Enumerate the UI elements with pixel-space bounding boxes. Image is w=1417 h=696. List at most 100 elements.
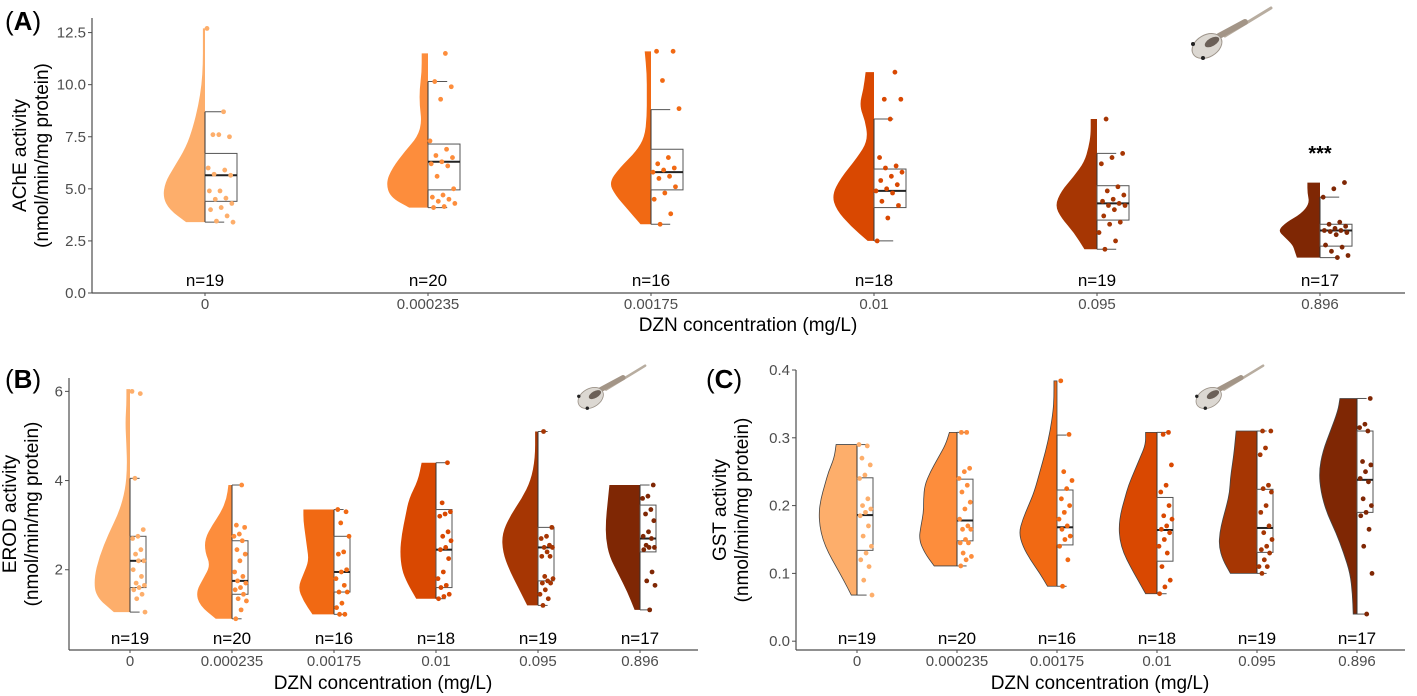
data-point bbox=[1100, 198, 1105, 204]
data-point bbox=[448, 509, 453, 515]
x-tick-label: 0.095 bbox=[1238, 653, 1276, 670]
data-point bbox=[542, 574, 548, 579]
data-point bbox=[1104, 188, 1110, 194]
data-point bbox=[671, 165, 677, 171]
tadpole-icon bbox=[1191, 6, 1273, 60]
data-point bbox=[968, 526, 974, 532]
data-point bbox=[1261, 557, 1267, 563]
data-point bbox=[446, 196, 452, 202]
data-point bbox=[438, 96, 444, 102]
y-tick-label: 6 bbox=[55, 383, 63, 400]
data-point bbox=[1321, 228, 1327, 233]
data-point bbox=[869, 592, 875, 598]
data-point bbox=[445, 163, 451, 169]
data-point bbox=[1167, 577, 1173, 583]
n-label: n=20 bbox=[409, 271, 447, 290]
data-point bbox=[1066, 432, 1072, 437]
data-point bbox=[429, 194, 435, 200]
data-point bbox=[141, 558, 147, 564]
data-point bbox=[138, 547, 144, 553]
data-point bbox=[334, 605, 339, 611]
data-point bbox=[1166, 429, 1171, 435]
tadpole-icon bbox=[577, 364, 647, 410]
data-point bbox=[864, 443, 870, 449]
data-point bbox=[243, 580, 249, 586]
data-point bbox=[442, 511, 448, 517]
tadpole-tail-base bbox=[598, 375, 626, 393]
y-tick-label: 0.4 bbox=[769, 362, 790, 379]
data-point bbox=[539, 580, 545, 586]
data-point bbox=[861, 577, 867, 583]
tadpole-eye bbox=[1195, 394, 1199, 398]
data-point bbox=[545, 596, 551, 602]
data-point bbox=[960, 550, 966, 556]
tadpole-eye bbox=[1203, 406, 1207, 410]
data-point bbox=[1069, 478, 1075, 483]
data-point bbox=[537, 591, 543, 597]
violin-half bbox=[1019, 380, 1058, 587]
y-tick-label: 0.0 bbox=[769, 633, 790, 650]
data-point bbox=[874, 238, 880, 244]
data-point bbox=[877, 155, 882, 160]
data-point bbox=[1167, 530, 1173, 536]
data-point bbox=[866, 523, 871, 529]
data-point bbox=[433, 153, 439, 158]
y-tick-label: 2.5 bbox=[65, 233, 86, 250]
data-point bbox=[217, 188, 223, 194]
data-point bbox=[435, 198, 441, 204]
y-tick-label: 0.0 bbox=[65, 285, 86, 302]
group-0.000235: n=20 0.000235 bbox=[919, 429, 988, 670]
data-point bbox=[898, 96, 904, 102]
data-point bbox=[142, 609, 148, 615]
data-point bbox=[1116, 201, 1122, 206]
data-point bbox=[1260, 486, 1266, 492]
data-point bbox=[1169, 462, 1174, 468]
data-point bbox=[444, 146, 449, 152]
data-point bbox=[435, 576, 441, 582]
data-point bbox=[879, 198, 885, 204]
violin-half bbox=[1056, 119, 1097, 250]
data-point bbox=[335, 507, 341, 512]
box-iqr bbox=[204, 152, 238, 202]
y-tick-label: 0.3 bbox=[769, 430, 790, 447]
data-point bbox=[857, 476, 862, 481]
n-label: n=16 bbox=[1038, 629, 1076, 648]
data-point bbox=[218, 205, 224, 210]
data-point bbox=[665, 155, 671, 160]
y-tick-label: 0.2 bbox=[769, 498, 790, 515]
data-point bbox=[1329, 248, 1334, 254]
data-point bbox=[1363, 469, 1368, 475]
data-point bbox=[549, 524, 555, 530]
box-iqr bbox=[856, 477, 874, 551]
data-point bbox=[1059, 526, 1065, 532]
data-point bbox=[1259, 570, 1265, 576]
data-point bbox=[1369, 570, 1375, 576]
data-point bbox=[894, 182, 900, 188]
data-point bbox=[1169, 516, 1175, 522]
data-point bbox=[1366, 479, 1371, 485]
violin-half bbox=[387, 53, 428, 208]
violin-half bbox=[400, 462, 436, 599]
y-tick-label: 5.0 bbox=[65, 181, 86, 198]
data-point bbox=[1163, 482, 1169, 488]
data-point bbox=[440, 569, 446, 575]
data-point bbox=[899, 169, 905, 175]
data-point bbox=[237, 558, 243, 564]
data-point bbox=[544, 533, 549, 539]
tadpole-eye bbox=[1191, 42, 1195, 46]
x-tick-label: 0.896 bbox=[621, 653, 659, 670]
data-point bbox=[448, 84, 454, 90]
n-label: n=18 bbox=[417, 629, 455, 648]
x-tick-label: 0.095 bbox=[519, 653, 557, 670]
n-label: n=19 bbox=[1238, 629, 1276, 648]
violin-half bbox=[1218, 430, 1258, 574]
data-point bbox=[1158, 526, 1164, 532]
data-point bbox=[1156, 543, 1162, 549]
tadpole-eye bbox=[585, 406, 589, 410]
box-iqr bbox=[333, 535, 351, 593]
data-point bbox=[451, 186, 457, 192]
data-point bbox=[1258, 509, 1264, 515]
violin-half bbox=[299, 509, 334, 615]
data-point bbox=[344, 567, 350, 573]
data-point bbox=[1360, 496, 1366, 502]
